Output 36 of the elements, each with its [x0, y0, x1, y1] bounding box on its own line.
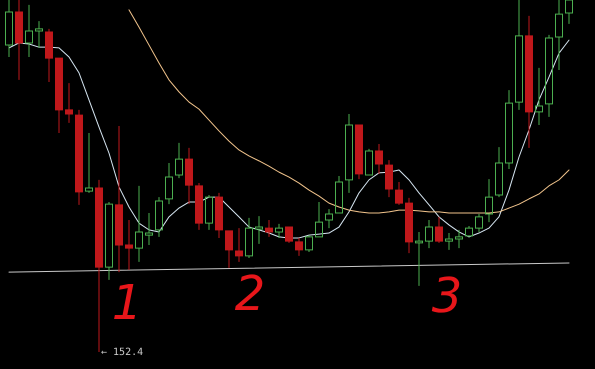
candlestick	[555, 0, 563, 71]
candlestick	[515, 0, 523, 110]
candlestick	[25, 4, 33, 58]
candlestick	[295, 237, 303, 256]
candlestick	[65, 82, 73, 124]
candlestick	[255, 216, 263, 244]
annotation: ← 152.4	[101, 347, 144, 358]
candlestick	[385, 160, 393, 198]
candlestick	[135, 185, 143, 262]
candlestick	[345, 114, 353, 194]
candlestick	[155, 196, 163, 238]
candlestick	[455, 229, 463, 249]
candlestick	[185, 147, 193, 205]
candlestick	[415, 231, 423, 286]
candlestick	[445, 232, 453, 250]
candlestick	[425, 220, 433, 249]
candlestick	[35, 20, 43, 48]
candlestick	[125, 220, 133, 270]
candlestick	[115, 126, 123, 273]
annotation: 2	[234, 266, 266, 322]
candlestick	[15, 0, 23, 80]
candlestick	[145, 212, 153, 246]
candlestick	[375, 143, 383, 174]
candlestick	[95, 179, 103, 352]
candlestick	[485, 178, 493, 223]
candlestick	[195, 182, 203, 230]
candlestick	[325, 208, 333, 229]
candlestick	[265, 220, 273, 238]
candlestick	[535, 67, 543, 126]
candlestick	[235, 228, 243, 262]
candlestick	[5, 0, 13, 58]
annotation: 3	[432, 268, 462, 324]
candlestick	[475, 214, 483, 232]
annotation: 1	[112, 275, 142, 331]
candlestick	[505, 90, 513, 170]
candlestick	[525, 15, 533, 148]
